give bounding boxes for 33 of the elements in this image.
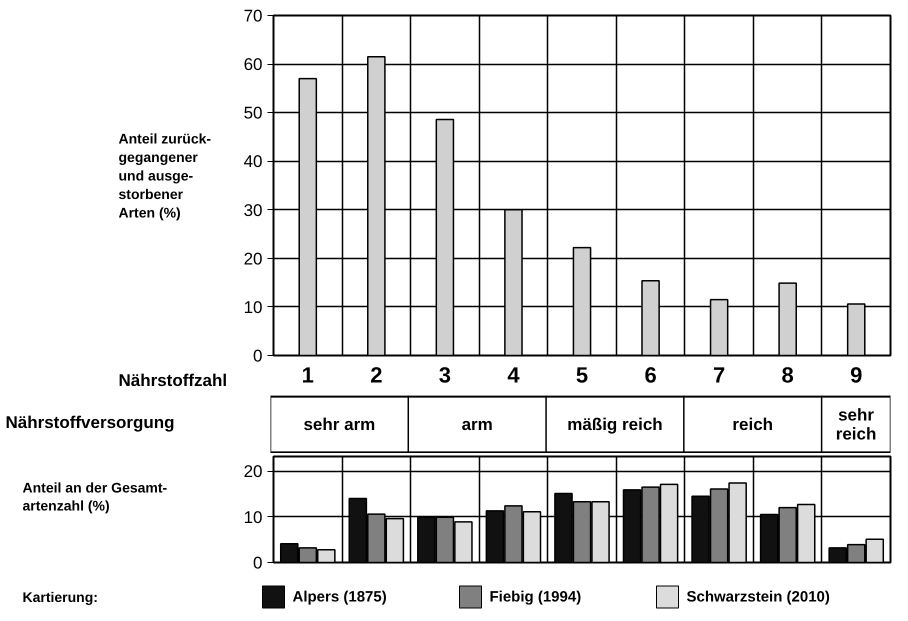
text: Nährstoffversorgung	[6, 413, 175, 432]
legend-label: Schwarzstein (2010)	[686, 588, 830, 606]
x-tick-label: 7	[712, 362, 726, 388]
y-axis-title: Anteil an der Gesamt- artenzahl (%)	[22, 479, 168, 514]
x-tick-label: 9	[850, 362, 862, 388]
legend-title: Kartierung:	[22, 589, 98, 605]
x-tick-label: 6	[644, 362, 657, 388]
x-axis-title: Nährstoffzahl	[118, 371, 228, 390]
y-axis-title: Anteil zurück- gegangener und ausge- storbener Arten (%)	[118, 130, 212, 220]
text: reich	[732, 415, 774, 434]
text: sehr arm	[303, 415, 376, 434]
y-tick-label: 0	[253, 346, 263, 366]
y-tick-label: 40	[244, 152, 263, 172]
x-tick-label: 4	[507, 362, 520, 388]
x-tick-label: 2	[370, 362, 382, 388]
text: sehr reich	[836, 406, 876, 444]
legend-label: Alpers (1875)	[292, 588, 387, 606]
x-tick-label: 8	[782, 362, 794, 388]
legend-label: Fiebig (1994)	[490, 588, 582, 606]
y-tick-label: 20	[244, 249, 263, 268]
y-tick-label: 60	[244, 55, 263, 74]
y-tick-label: 70	[244, 6, 263, 26]
x-tick-label: 1	[302, 362, 314, 388]
x-tick-label: 3	[438, 362, 452, 388]
y-tick-label: 10	[244, 508, 263, 527]
y-tick-label: 30	[244, 200, 263, 220]
y-tick-label: 50	[244, 104, 263, 123]
x-tick-label: 5	[576, 362, 588, 388]
y-tick-label: 20	[244, 462, 263, 482]
y-tick-label: 0	[253, 554, 263, 572]
text: arm	[462, 415, 493, 434]
text: mäßig reich	[567, 415, 663, 434]
y-tick-label: 10	[244, 298, 263, 317]
